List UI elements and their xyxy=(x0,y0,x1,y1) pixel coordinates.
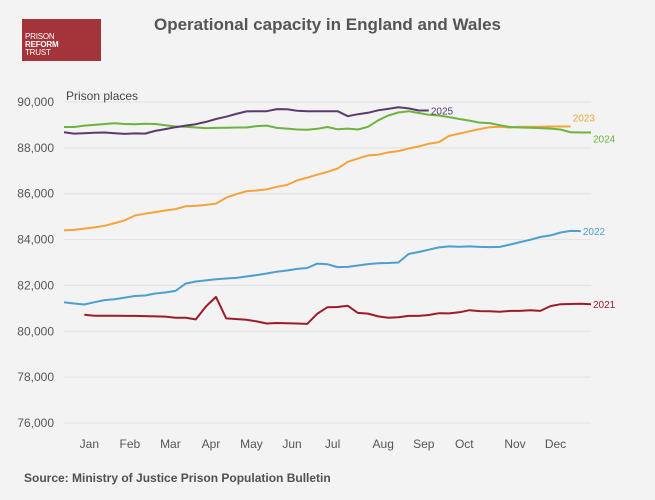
series-label-2024: 2024 xyxy=(593,134,616,145)
logo-line-3: TRUST xyxy=(25,48,51,57)
y-tick-label: 86,000 xyxy=(17,187,54,201)
x-tick-label: Sep xyxy=(413,437,435,451)
series-labels: 2021 2022 2023 2024 2025 xyxy=(431,106,616,311)
x-tick-label: May xyxy=(240,437,263,451)
x-tick-label: Jan xyxy=(80,437,99,451)
logo-line-1: PRISON xyxy=(25,32,55,41)
x-axis: Jan Feb Mar Apr May Jun Jul Aug Sep Oct Nov Dec xyxy=(80,437,567,451)
y-tick-label: 90,000 xyxy=(17,95,54,109)
x-tick-label: Jul xyxy=(325,437,340,451)
logo-line-2: REFORM xyxy=(25,40,59,49)
series-label-2022: 2022 xyxy=(583,227,606,238)
y-tick-label: 76,000 xyxy=(17,416,54,430)
series-line-2023 xyxy=(63,125,571,232)
x-tick-label: Aug xyxy=(373,437,394,451)
x-tick-label: Dec xyxy=(545,437,566,451)
series-label-2023: 2023 xyxy=(573,114,596,125)
y-axis: 76,000 78,000 80,000 82,000 84,000 86,000 88,0… xyxy=(17,95,54,430)
prison-reform-trust-logo: PRISON REFORM TRUST xyxy=(22,19,101,61)
y-tick-label: 80,000 xyxy=(17,324,54,338)
x-tick-label: Feb xyxy=(120,437,141,451)
x-tick-label: Jun xyxy=(282,437,301,451)
series-label-2025: 2025 xyxy=(431,106,454,117)
series-line-2025 xyxy=(63,106,429,135)
y-tick-label: 88,000 xyxy=(17,141,54,155)
series-line-2021 xyxy=(84,295,592,325)
x-tick-label: Oct xyxy=(455,437,474,451)
y-tick-label: 84,000 xyxy=(17,233,54,247)
series-line-2024 xyxy=(64,110,591,134)
y-tick-label: 82,000 xyxy=(17,278,54,292)
source-note: Source: Ministry of Justice Prison Popul… xyxy=(24,471,331,485)
series-lines xyxy=(63,106,592,325)
y-axis-label: Prison places xyxy=(66,89,138,103)
x-tick-label: Mar xyxy=(160,437,181,451)
y-tick-label: 78,000 xyxy=(17,370,54,384)
series-label-2021: 2021 xyxy=(593,300,616,311)
chart-title: Operational capacity in England and Wale… xyxy=(153,15,501,34)
x-tick-label: Nov xyxy=(504,437,525,451)
gridlines xyxy=(64,101,591,424)
x-tick-label: Apr xyxy=(202,437,221,451)
series-line-2022 xyxy=(63,229,581,306)
